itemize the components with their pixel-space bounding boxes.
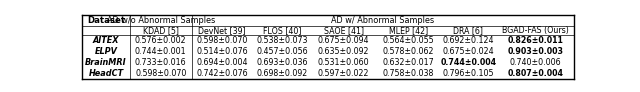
Text: AITEX: AITEX [93,36,119,45]
Text: DevNet [39]: DevNet [39] [198,26,246,35]
Text: 0.514±0.076: 0.514±0.076 [196,47,248,56]
Text: 0.742±0.076: 0.742±0.076 [196,69,248,78]
Text: SAOE [41]: SAOE [41] [324,26,364,35]
Text: AD w/o Abnormal Samples: AD w/o Abnormal Samples [107,16,215,25]
Text: 0.635±0.092: 0.635±0.092 [318,47,369,56]
Text: 0.598±0.070: 0.598±0.070 [135,69,186,78]
Text: ELPV: ELPV [95,47,118,56]
Text: 0.692±0.124: 0.692±0.124 [442,36,494,45]
Text: 0.457±0.056: 0.457±0.056 [256,47,308,56]
Text: Dataset: Dataset [87,16,125,25]
Text: 0.576±0.002: 0.576±0.002 [135,36,186,45]
Text: BGAD-FAS (Ours): BGAD-FAS (Ours) [502,26,568,35]
Text: 0.733±0.016: 0.733±0.016 [135,58,186,67]
Text: 0.796±0.105: 0.796±0.105 [442,69,494,78]
Text: 0.807±0.004: 0.807±0.004 [508,69,563,78]
Text: DRA [6]: DRA [6] [453,26,483,35]
Text: 0.826±0.011: 0.826±0.011 [508,36,563,45]
Text: MLEP [42]: MLEP [42] [388,26,428,35]
Text: 0.694±0.004: 0.694±0.004 [196,58,248,67]
Text: 0.538±0.073: 0.538±0.073 [256,36,308,45]
Text: 0.597±0.022: 0.597±0.022 [318,69,369,78]
Text: 0.744±0.001: 0.744±0.001 [135,47,186,56]
Text: 0.564±0.055: 0.564±0.055 [383,36,434,45]
Text: 0.578±0.062: 0.578±0.062 [383,47,434,56]
Text: 0.675±0.094: 0.675±0.094 [318,36,369,45]
Text: 0.693±0.036: 0.693±0.036 [256,58,308,67]
Text: AD w/ Abnormal Samples: AD w/ Abnormal Samples [332,16,435,25]
Text: KDAD [5]: KDAD [5] [143,26,179,35]
Text: 0.531±0.060: 0.531±0.060 [317,58,369,67]
Text: 0.698±0.092: 0.698±0.092 [257,69,308,78]
Text: 0.758±0.038: 0.758±0.038 [383,69,434,78]
Text: 0.632±0.017: 0.632±0.017 [383,58,434,67]
Text: FLOS [40]: FLOS [40] [263,26,301,35]
Text: 0.598±0.070: 0.598±0.070 [196,36,248,45]
Text: 0.740±0.006: 0.740±0.006 [509,58,561,67]
Text: 0.744±0.004: 0.744±0.004 [440,58,497,67]
Text: HeadCT: HeadCT [88,69,124,78]
Text: 0.903±0.003: 0.903±0.003 [508,47,563,56]
Text: BrainMRI: BrainMRI [85,58,127,67]
Text: 0.675±0.024: 0.675±0.024 [442,47,494,56]
